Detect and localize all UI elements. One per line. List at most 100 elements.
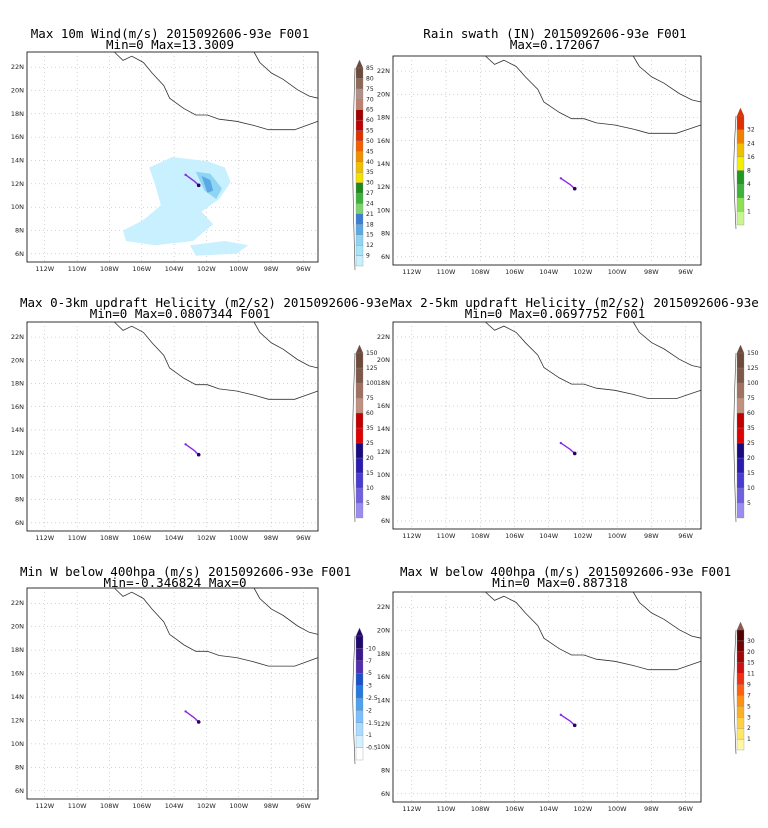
lat-tick-label: 18N: [377, 114, 390, 122]
colorbar-label: -1: [366, 732, 372, 739]
lat-tick-label: 16N: [377, 402, 390, 410]
lon-tick-label: 104W: [165, 265, 184, 273]
colorbar-label: 65: [366, 107, 374, 114]
lat-tick-label: 10N: [377, 206, 390, 214]
lat-tick-label: 12N: [377, 720, 390, 728]
lat-tick-label: 22N: [11, 63, 24, 71]
map-border: [26, 587, 319, 800]
colorbar-label: 2: [747, 725, 751, 732]
colorbar-swatch: [736, 651, 745, 663]
coastline: [632, 321, 702, 368]
coastline: [114, 51, 319, 131]
colorbar-bracket: [352, 635, 356, 765]
panel-subtitle: Min=0 Max=0.0807344 F001: [89, 306, 271, 321]
colorbar-label: 9: [366, 253, 370, 260]
panel-subtitle: Min=0 Max=0.887318: [492, 575, 628, 590]
storm-track-end: [196, 720, 201, 724]
colorbar-label: 15: [366, 232, 374, 239]
lat-tick-label: 18N: [11, 646, 24, 654]
coastline: [632, 591, 702, 639]
lat-tick-label: 14N: [377, 425, 390, 433]
lon-tick-label: 108W: [100, 534, 119, 542]
lon-tick-label: 96W: [296, 534, 311, 542]
colorbar-label: 100: [747, 380, 759, 387]
lon-tick-label: 100W: [608, 268, 627, 276]
lon-tick-label: 110W: [437, 805, 456, 813]
lon-tick-label: 102W: [197, 534, 216, 542]
colorbar-label: -2.5: [366, 695, 378, 702]
colorbar-label: -2: [366, 707, 372, 714]
lat-tick-label: 10N: [11, 472, 24, 480]
storm-track: [560, 442, 576, 454]
lon-tick-label: 102W: [197, 265, 216, 273]
colorbar-label: 1: [747, 208, 751, 215]
storm-track: [185, 710, 200, 723]
lat-tick-label: 14N: [377, 160, 390, 168]
lat-tick-label: 6N: [381, 790, 390, 798]
colorbar-label: 150: [366, 350, 378, 357]
lat-tick-label: 8N: [15, 227, 24, 235]
coastline: [632, 55, 702, 103]
colorbar-swatch: [736, 695, 745, 707]
colorbar-label: 125: [747, 365, 759, 372]
colorbar-label: 27: [366, 190, 374, 197]
colorbar-label: -7: [366, 658, 372, 665]
lon-tick-label: 110W: [68, 534, 87, 542]
lon-tick-label: 102W: [574, 268, 593, 276]
colorbar: 5 10 15 20 25 35 60 75 100 125 150: [352, 344, 378, 523]
colorbar-label: 125: [366, 365, 378, 372]
lat-tick-label: 20N: [377, 356, 390, 364]
colorbar-label: 10: [747, 485, 755, 492]
storm-track-end: [196, 183, 201, 188]
lat-tick-label: 20N: [11, 356, 24, 364]
storm-track-start: [559, 177, 563, 180]
colorbar-label: 75: [747, 395, 755, 402]
storm-track-start: [184, 173, 187, 177]
lon-tick-label: 98W: [264, 534, 279, 542]
lat-tick-label: 6N: [15, 250, 24, 258]
lat-tick-label: 14N: [377, 697, 390, 705]
lat-tick-label: 10N: [377, 743, 390, 751]
colorbar: 5 10 15 20 25 35 60 75 100 125 150: [733, 344, 759, 523]
lat-tick-label: 22N: [377, 333, 390, 341]
colorbar-label: -10: [366, 645, 376, 652]
colorbar-swatch: [736, 673, 745, 685]
lon-tick-label: 104W: [165, 802, 184, 810]
lat-tick-label: 12N: [377, 183, 390, 191]
lat-tick-label: 6N: [381, 253, 390, 261]
colorbar-label: 45: [366, 148, 374, 155]
colorbar-label: 12: [366, 242, 374, 249]
wind-shading-core: [201, 175, 214, 193]
lon-tick-label: 112W: [402, 532, 421, 540]
storm-track-start: [184, 710, 187, 713]
panel-title: Max 10m Wind(m/s) 2015092606-93e F001: [30, 26, 310, 41]
lat-tick-label: 18N: [377, 379, 390, 387]
colorbar-label: 15: [747, 660, 755, 667]
lon-tick-label: 96W: [678, 805, 693, 813]
lat-tick-label: 6N: [15, 519, 24, 527]
panel-title: Max W below 400hpa (m/s) 2015092606-93e …: [400, 564, 732, 579]
colorbar: 9 12 15 18 21 24 27 30 35 40 45 50 55 60 65 70 75 80 85: [352, 59, 374, 271]
lat-tick-label: 6N: [15, 787, 24, 795]
lon-tick-label: 104W: [539, 532, 558, 540]
lon-tick-label: 108W: [100, 802, 119, 810]
storm-track: [560, 714, 576, 726]
lon-tick-label: 106W: [132, 534, 151, 542]
map-border: [392, 321, 702, 530]
lat-tick-label: 8N: [15, 496, 24, 504]
panel-subtitle: Min=0 Max=13.3009: [106, 37, 234, 52]
panel-subtitle: Min=-0.346824 Max=0: [103, 575, 247, 590]
lon-tick-label: 96W: [678, 532, 693, 540]
colorbar-swatch: [736, 728, 745, 740]
lat-tick-label: 10N: [11, 203, 24, 211]
lon-tick-label: 110W: [68, 802, 87, 810]
colorbar-label: 5: [747, 500, 751, 507]
panel-title: Min W below 400hpa (m/s) 2015092606-93e …: [20, 564, 352, 579]
colorbar-label: 35: [366, 425, 374, 432]
colorbar-label: -3: [366, 683, 372, 690]
map-border: [392, 55, 702, 266]
lon-tick-label: 100W: [608, 532, 627, 540]
colorbar-label: 5: [366, 500, 370, 507]
